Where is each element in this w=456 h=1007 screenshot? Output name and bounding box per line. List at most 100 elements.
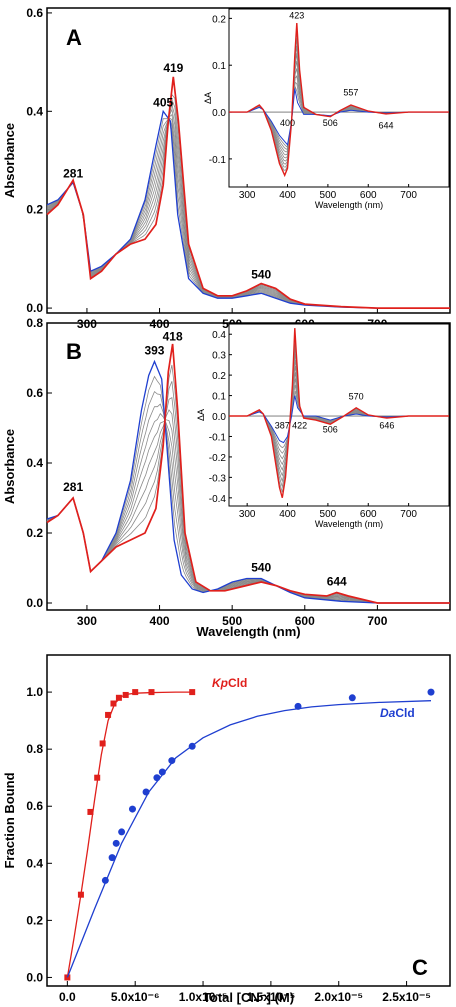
panel-b-inset-x-tick-label: 500: [320, 509, 337, 520]
panel-c-x-tick-label: 0.0: [59, 990, 76, 1004]
panel-b-y-tick-label: 0.6: [26, 386, 43, 400]
panel-a-frame: [46, 7, 451, 314]
panel-c-kpcld-point: [189, 689, 196, 696]
panel-b-inset-x-tick-label: 400: [279, 509, 296, 520]
panel-a-y-axis-label: Absorbance: [2, 123, 17, 198]
panel-c-dacld-point: [112, 839, 120, 847]
panel-b-inset-x-axis-label: Wavelength (nm): [315, 519, 383, 529]
panel-a-inset-peak-label: 506: [323, 118, 338, 128]
panel-b-x-axis-label: Wavelength (nm): [196, 624, 300, 639]
panel-a-inset-y-axis-label: ΔA: [203, 92, 213, 104]
panel-c-dacld-point: [158, 768, 166, 776]
panel-c-x-tick-label: 1.5x10⁻⁵: [247, 990, 296, 1004]
panel-a-x-tick-label: 300: [77, 317, 97, 331]
panel-c-x-axis-label: Total [CN⁻] (M): [203, 990, 294, 1005]
panel-b-x-tick-label: 500: [222, 614, 242, 628]
panel-c-dacld-point: [118, 828, 126, 836]
panel-a-inset-peak-label: 644: [379, 120, 394, 130]
panel-c-kpcld-point: [115, 694, 122, 701]
panel-b-x-tick-label: 700: [367, 614, 387, 628]
panel-b-inset-y-axis-label: ΔA: [196, 409, 206, 421]
panel-c-label: C: [412, 955, 428, 980]
panel-c-dacld-point: [294, 702, 302, 710]
panel-b-inset-final-spectrum: [229, 328, 449, 498]
panel-b-peak-label: 540: [251, 561, 271, 575]
panel-a-inset-y-tick-label: 0.1: [212, 61, 226, 72]
panel-b-inset-peak-label: 506: [323, 424, 338, 434]
panel-b-inset-peak-label: 422: [292, 420, 307, 430]
panel-c-dacld-point: [153, 774, 161, 782]
panel-b-inset-y-tick-label: 0.3: [212, 351, 226, 362]
panel-a-peak-label: 281: [63, 167, 83, 181]
panel-a-y-tick-label: 0.0: [26, 301, 43, 315]
panel-c-legend-kpcld: KpCld: [212, 676, 247, 690]
panel-c-dacld-point: [348, 694, 356, 702]
panel-c-y-tick-label: 0.8: [26, 742, 43, 756]
panel-a-inset-peak-label: 423: [289, 10, 304, 20]
panel-b-x-tick-label: 300: [77, 614, 97, 628]
panel-b-inset-x-tick-label: 700: [400, 509, 417, 520]
panel-a-inset-y-tick-label: 0.2: [212, 14, 226, 25]
panel-c-kpcld-point: [99, 740, 106, 747]
panel-a-inset-peak-label: 557: [343, 88, 358, 98]
panel-b-peak-label: 644: [327, 575, 347, 589]
panel-a-inset-peak-label: 400: [280, 118, 295, 128]
panel-c-x-tick-label: 2.0x10⁻⁵: [314, 990, 363, 1004]
panel-b-x-tick-label: 600: [295, 614, 315, 628]
panel-c-dacld-point: [128, 805, 136, 813]
panel-b-y-tick-label: 0.2: [26, 526, 43, 540]
panel-c-y-tick-label: 0.2: [26, 913, 43, 927]
panel-c-y-tick-label: 0.6: [26, 799, 43, 813]
panel-c-x-tick-label: 5.0x10⁻⁶: [111, 990, 160, 1004]
panel-a-inset-x-tick-label: 400: [279, 190, 296, 201]
panel-b-inset-y-tick-label: -0.3: [209, 473, 227, 484]
panel-c-legend-dacld: DaCld: [380, 706, 415, 720]
panel-a-peak-label: 405: [153, 95, 173, 109]
panel-b-peak-label: 281: [63, 480, 83, 494]
panel-b-peak-label: 393: [144, 344, 164, 358]
panel-b-inset-frame: [228, 323, 450, 507]
panel-c-kpcld-point: [105, 711, 112, 718]
panel-c-kpcld-fit-line: [66, 691, 194, 978]
panel-c-y-axis-label: Fraction Bound: [2, 772, 17, 868]
panel-a-inset: 300 400 500 600 700 -0.1 0.0 0.1 0.2 423 400 506 55…: [203, 8, 450, 210]
panel-b-inset-y-tick-label: 0.0: [212, 412, 226, 423]
panel-b-inset-y-tick-label: 0.4: [212, 330, 226, 341]
panel-c-kpcld-point: [132, 689, 139, 696]
panel-c-kpcld-point: [64, 974, 71, 981]
panel-c-dacld-point: [168, 757, 176, 765]
panel-a-peak-label: 419: [163, 61, 183, 75]
panel-c-dacld-point: [108, 854, 116, 862]
panel-a-y-tick-label: 0.2: [26, 203, 43, 217]
panel-b-y-axis-label: Absorbance: [2, 429, 17, 504]
panel-b-frame: [46, 322, 451, 611]
panel-c-y-tick-label: 0.4: [26, 856, 43, 870]
panel-a-inset-y-tick-label: -0.1: [209, 155, 227, 166]
panel-b-y-tick-label: 0.0: [26, 596, 43, 610]
panel-c-x-tick-label: 2.5x10⁻⁵: [382, 990, 431, 1004]
panel-a-x-tick-label: 400: [150, 317, 170, 331]
panel-c-dacld-point: [427, 688, 435, 696]
panel-c-frame: [46, 654, 451, 987]
panel-a-inset-x-tick-label: 500: [320, 190, 337, 201]
panel-b-inset: 300 400 500 600 700 -0.4 -0.3 -0.2 -0.1 0.0 0.1 0.2…: [196, 323, 450, 529]
panel-b-final-spectrum: [46, 343, 450, 604]
panel-a: 300 400 500 600 700 0.0 0.2 0.4 0.6 281 405 419 540…: [2, 6, 451, 331]
panel-c-kpcld-point: [122, 691, 129, 698]
panel-c-dacld-point: [101, 876, 109, 884]
panel-b-inset-y-tick-label: -0.1: [209, 432, 227, 443]
panel-b: 300 400 500 600 700 0.0 0.2 0.4 0.6 0.8 281 393418…: [2, 316, 451, 639]
panel-c-kpcld-point: [110, 700, 117, 707]
panel-b-inset-peak-label: 387: [275, 420, 290, 430]
panel-b-x-tick-label: 400: [150, 614, 170, 628]
panel-b-inset-peak-label: 646: [379, 420, 394, 430]
panel-c-kpcld-point: [77, 891, 84, 898]
panel-a-peak-label: 540: [251, 268, 271, 282]
panel-b-inset-peak-label: 570: [349, 392, 364, 402]
panel-b-y-tick-label: 0.4: [26, 456, 43, 470]
panel-a-inset-x-tick-label: 700: [400, 190, 417, 201]
panel-a-y-tick-label: 0.4: [26, 104, 43, 118]
panel-a-inset-y-tick-label: 0.0: [212, 108, 226, 119]
panel-b-y-tick-label: 0.8: [26, 316, 43, 330]
